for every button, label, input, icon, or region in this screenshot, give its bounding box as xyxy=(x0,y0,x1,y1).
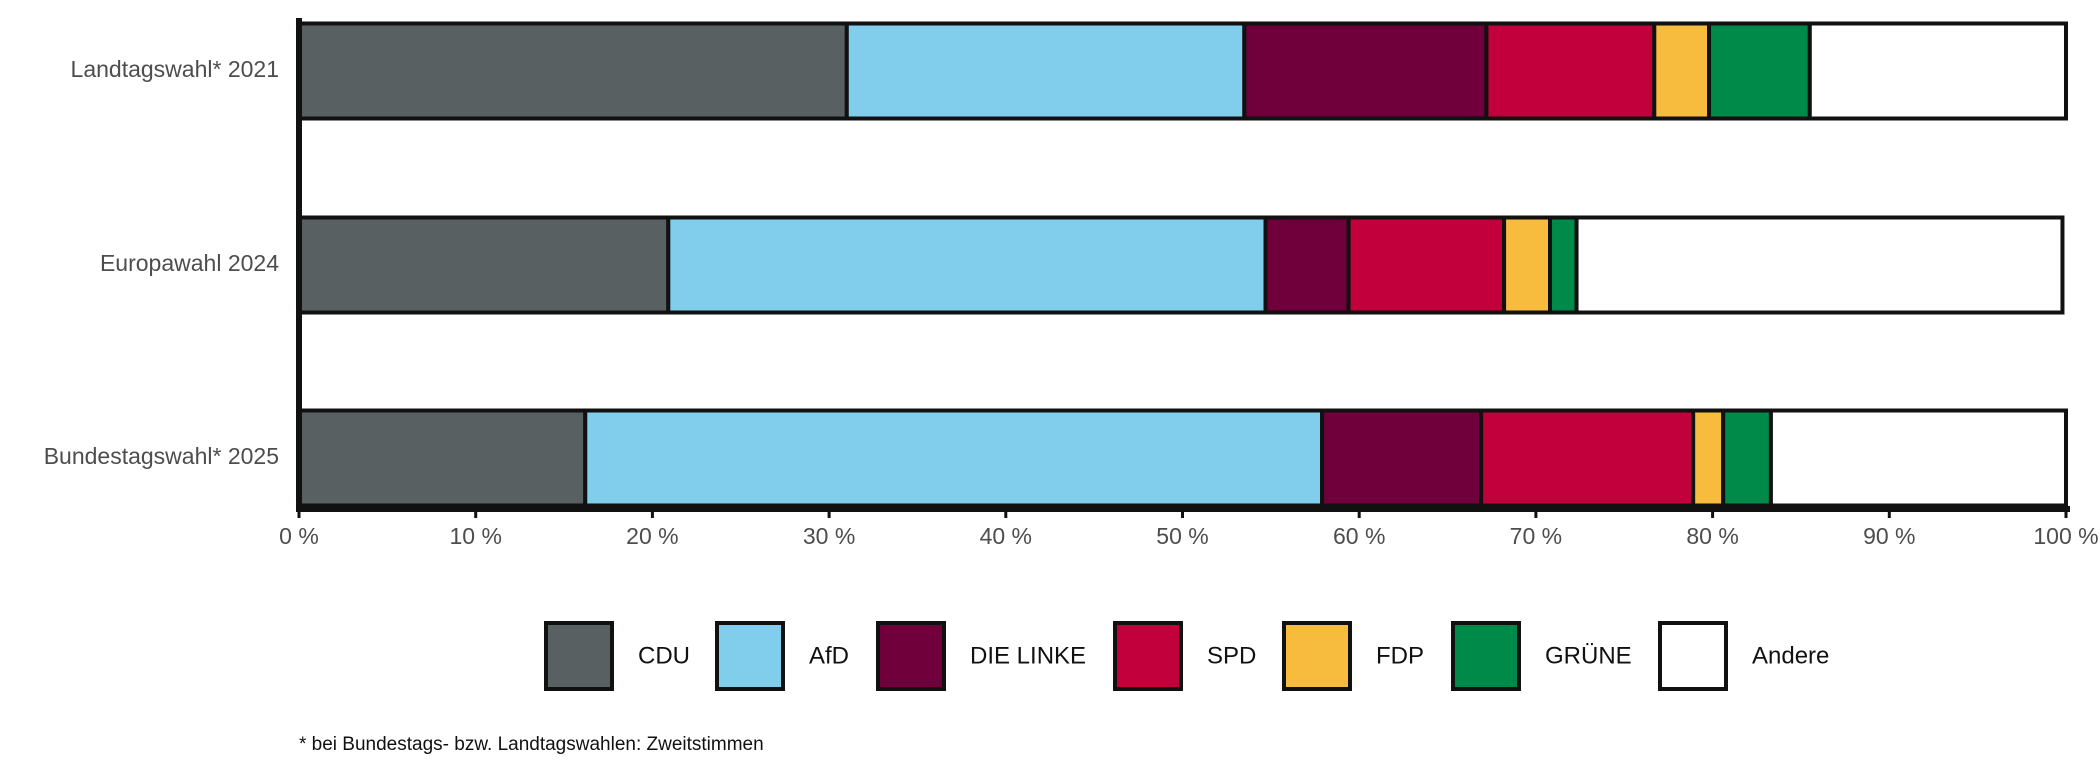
bar-segment xyxy=(297,21,849,121)
y-tick-label: Europawahl 2024 xyxy=(100,250,279,276)
x-tick-label: 50 % xyxy=(1156,523,1208,549)
x-tick-label: 20 % xyxy=(626,523,678,549)
bar-segment xyxy=(1707,21,1812,121)
bar-segment xyxy=(1691,408,1726,508)
bar-segment xyxy=(1320,408,1484,508)
bar-segment xyxy=(1768,408,2068,508)
x-tick-label: 100 % xyxy=(2033,523,2098,549)
bar-segment xyxy=(297,408,588,508)
footnote: * bei Bundestags- bzw. Landtagswahlen: Z… xyxy=(299,734,764,755)
bar-segment xyxy=(1721,408,1773,508)
legend-label: SPD xyxy=(1207,642,1256,669)
legend-label: FDP xyxy=(1376,642,1424,669)
x-tick-label: 30 % xyxy=(803,523,855,549)
bar-segment xyxy=(1479,408,1696,508)
legend-label: CDU xyxy=(638,642,690,669)
x-tick-label: 80 % xyxy=(1686,523,1738,549)
legend-swatch xyxy=(715,621,785,691)
bar-segment xyxy=(1652,21,1712,121)
bar-segment xyxy=(1548,215,1579,315)
legend-swatch xyxy=(1658,621,1728,691)
legend-label: Andere xyxy=(1752,642,1829,669)
x-tick-label: 90 % xyxy=(1863,523,1915,549)
bar-segment xyxy=(1242,21,1489,121)
bar-segment xyxy=(1346,215,1507,315)
x-tick-label: 70 % xyxy=(1510,523,1562,549)
legend-label: DIE LINKE xyxy=(970,642,1086,669)
bar-segment xyxy=(1502,215,1553,315)
bar-segment xyxy=(1263,215,1351,315)
bar-segment xyxy=(1484,21,1657,121)
bar-segment xyxy=(666,215,1268,315)
legend-swatch xyxy=(1282,621,1352,691)
legend-swatch xyxy=(1113,621,1183,691)
x-tick-label: 10 % xyxy=(449,523,501,549)
legend-swatch xyxy=(876,621,946,691)
legend-swatch xyxy=(544,621,614,691)
y-tick-label: Landtagswahl* 2021 xyxy=(71,56,279,82)
bar-segment xyxy=(844,21,1247,121)
bar-segment xyxy=(1807,21,2069,121)
legend-swatch xyxy=(1451,621,1521,691)
bar-segment xyxy=(297,215,671,315)
x-tick-label: 60 % xyxy=(1333,523,1385,549)
legend-label: GRÜNE xyxy=(1545,642,1632,669)
x-tick-label: 0 % xyxy=(279,523,319,549)
bar-segment xyxy=(583,408,1325,508)
legend-label: AfD xyxy=(809,642,849,669)
bar-segment xyxy=(1574,215,2065,315)
x-tick-label: 40 % xyxy=(980,523,1032,549)
y-tick-label: Bundestagswahl* 2025 xyxy=(44,443,279,469)
